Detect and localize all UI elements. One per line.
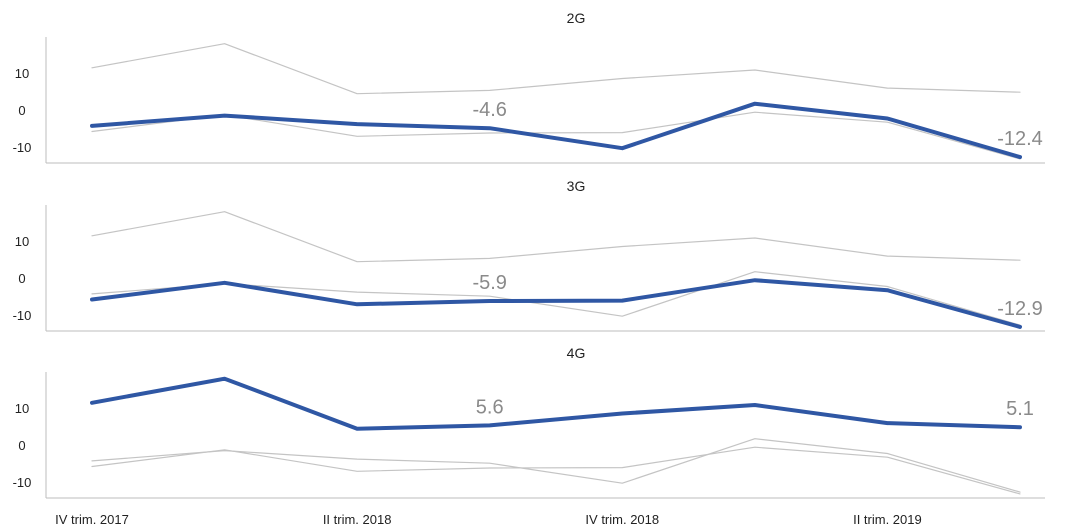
x-tick-label: IV trim. 2017: [55, 512, 129, 525]
data-label: 5.1: [1006, 398, 1034, 420]
panel-4g: 4G 10 0 -10 5.6 5.1: [13, 345, 1045, 499]
x-tick-label: IV trim. 2018: [585, 512, 659, 525]
panel-title: 4G: [567, 345, 586, 361]
data-label: -4.6: [472, 99, 506, 121]
data-label: -12.9: [997, 298, 1043, 320]
panel-title: 2G: [567, 10, 586, 26]
series-line-3g-context: [91, 446, 1021, 495]
series-line-2g-context: [91, 271, 1021, 326]
y-tick-label: 0: [18, 103, 25, 118]
y-tick-label: 10: [15, 234, 29, 249]
data-label: -12.4: [997, 128, 1043, 150]
panel-3g: 3G 10 0 -10 -5.9 -12.9: [13, 178, 1045, 332]
x-tick-label: II trim. 2019: [853, 512, 922, 525]
series-line-2g-highlight: [90, 101, 1022, 160]
y-tick-label: 0: [18, 271, 25, 286]
series-line-4g-context: [91, 43, 1021, 95]
y-tick-label: -10: [13, 475, 32, 490]
series-line-2g-context: [91, 438, 1021, 493]
x-tick-label: II trim. 2018: [323, 512, 392, 525]
data-label: 5.6: [476, 396, 504, 418]
y-tick-label: -10: [13, 140, 32, 155]
data-label: -5.9: [472, 272, 506, 294]
series-line-4g-highlight: [90, 376, 1022, 431]
y-tick-label: 0: [18, 438, 25, 453]
y-tick-label: 10: [15, 66, 29, 81]
y-tick-label: 10: [15, 401, 29, 416]
panel-2g: 2G 10 0 -10 -4.6 -12.4: [13, 10, 1045, 164]
y-tick-label: -10: [13, 308, 32, 323]
series-line-3g-highlight: [90, 278, 1022, 329]
panel-title: 3G: [567, 178, 586, 194]
series-line-4g-context: [91, 211, 1021, 263]
